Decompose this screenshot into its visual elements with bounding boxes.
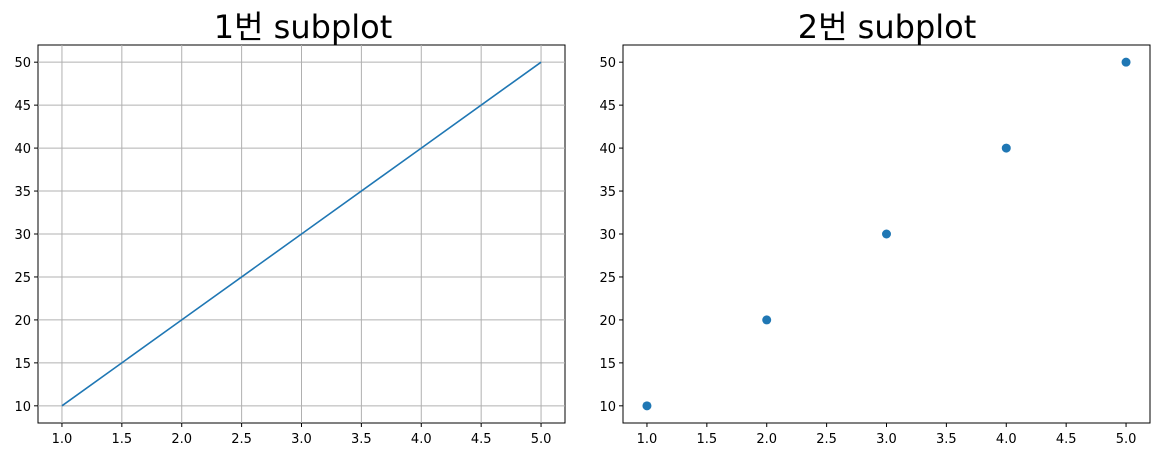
subplot-1-ticks: 1.0 1.5 2.0 2.5 3.0 3.5 4.0 4.5 5.0 10 15 20 25 30 35 4… bbox=[14, 56, 551, 447]
y-tick-label: 30 bbox=[599, 228, 616, 243]
y-tick-label: 50 bbox=[599, 56, 616, 71]
x-tick-label: 1.5 bbox=[111, 432, 132, 447]
y-tick-label: 25 bbox=[14, 271, 31, 286]
subplot-2-title: 2번 subplot bbox=[798, 8, 977, 46]
scatter-point bbox=[762, 315, 772, 325]
scatter-point bbox=[1001, 143, 1011, 153]
y-tick-label: 20 bbox=[14, 314, 31, 329]
x-tick-label: 2.0 bbox=[171, 432, 192, 447]
y-tick-label: 25 bbox=[599, 271, 616, 286]
x-tick-label: 3.5 bbox=[936, 432, 957, 447]
x-tick-label: 5.0 bbox=[1116, 432, 1137, 447]
y-tick-label: 30 bbox=[14, 228, 31, 243]
y-tick-label: 10 bbox=[599, 400, 616, 415]
scatter-point bbox=[882, 229, 891, 239]
subplot-1-marks bbox=[61, 61, 542, 407]
y-tick-label: 40 bbox=[599, 142, 616, 157]
x-tick-label: 2.5 bbox=[816, 432, 837, 447]
x-tick-label: 4.0 bbox=[411, 432, 432, 447]
y-tick-label: 45 bbox=[14, 99, 31, 114]
y-tick-label: 10 bbox=[14, 400, 31, 415]
y-tick-label: 40 bbox=[14, 142, 31, 157]
subplot-1-grid bbox=[38, 45, 565, 423]
scatter-point bbox=[642, 401, 652, 411]
x-tick-label: 5.0 bbox=[531, 432, 552, 447]
scatter-point bbox=[1121, 57, 1131, 67]
y-tick-label: 50 bbox=[14, 56, 31, 71]
x-tick-label: 4.5 bbox=[471, 432, 492, 447]
y-tick-label: 35 bbox=[14, 185, 31, 200]
x-tick-label: 2.5 bbox=[231, 432, 252, 447]
x-tick-label: 1.5 bbox=[696, 432, 717, 447]
y-tick-label: 15 bbox=[599, 357, 616, 372]
subplot-2: 2번 subplot 1.0 1.5 2.0 2.5 3.0 3.5 4.0 4.5 5.0 10… bbox=[599, 8, 1151, 447]
subplot-2-marks bbox=[642, 57, 1131, 411]
x-tick-label: 3.5 bbox=[351, 432, 372, 447]
x-tick-label: 2.0 bbox=[756, 432, 777, 447]
y-tick-label: 45 bbox=[599, 99, 616, 114]
subplot-2-ticks: 1.0 1.5 2.0 2.5 3.0 3.5 4.0 4.5 5.0 10 15 20 25 30 35 4… bbox=[599, 56, 1136, 447]
x-tick-label: 1.0 bbox=[637, 432, 658, 447]
x-tick-label: 1.0 bbox=[52, 432, 73, 447]
y-tick-label: 15 bbox=[14, 357, 31, 372]
x-tick-label: 4.5 bbox=[1056, 432, 1077, 447]
y-tick-label: 35 bbox=[599, 185, 616, 200]
subplot-1-title: 1번 subplot bbox=[214, 8, 393, 46]
series-line bbox=[61, 61, 542, 407]
x-tick-label: 3.0 bbox=[876, 432, 897, 447]
subplot-1: 1번 subplot 1.0 1.5 2.0 2.5 3.0 3.5 4.0 4.5 5.0 10… bbox=[14, 8, 566, 447]
y-tick-label: 20 bbox=[599, 314, 616, 329]
x-tick-label: 3.0 bbox=[291, 432, 312, 447]
x-tick-label: 4.0 bbox=[996, 432, 1017, 447]
